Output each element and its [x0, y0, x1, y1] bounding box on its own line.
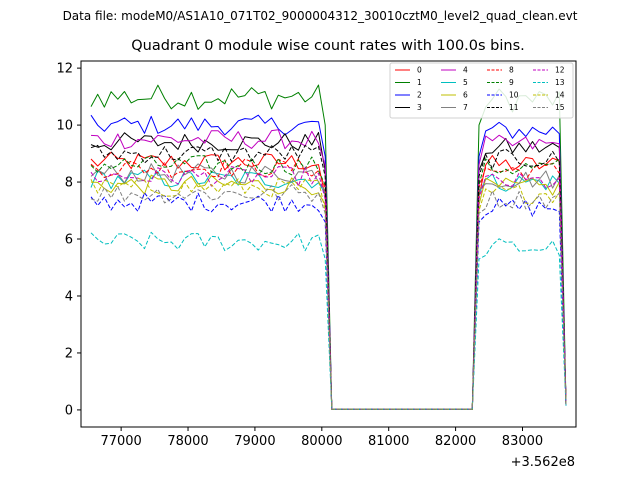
x-tick-label: 80000: [301, 434, 342, 449]
x-tick-label: 82000: [435, 434, 476, 449]
plot-area: [80, 60, 577, 428]
legend-label: 8: [509, 66, 514, 75]
x-tick-label: 83000: [502, 434, 543, 449]
series-group: [90, 84, 567, 410]
x-tick-label: 78000: [167, 434, 208, 449]
legend-label: 1: [417, 78, 422, 87]
chart-title: Quadrant 0 module wise count rates with …: [131, 38, 525, 54]
legend-label: 10: [509, 91, 519, 100]
x-axis: 77000 78000 79000 80000 81000 82000 83000: [100, 427, 543, 449]
legend-label: 3: [417, 103, 422, 112]
y-tick-label: 4: [65, 289, 73, 304]
suptitle: Data file: modeM0/AS1A10_071T02_90000043…: [63, 9, 578, 23]
legend-label: 7: [463, 103, 468, 112]
legend-label: 11: [509, 103, 519, 112]
legend-label: 4: [463, 66, 468, 75]
x-tick-label: 79000: [234, 434, 275, 449]
x-axis-offset: +3.562e8: [511, 455, 575, 470]
legend-label: 14: [555, 91, 565, 100]
series-line-13: [90, 231, 567, 410]
y-tick-label: 0: [65, 403, 73, 418]
legend-label: 15: [555, 103, 565, 112]
y-tick-label: 6: [65, 233, 73, 248]
legend-box: [389, 62, 574, 119]
series-line-15: [90, 184, 567, 410]
y-tick-label: 8: [65, 176, 73, 191]
x-tick-label: 81000: [368, 434, 409, 449]
y-tick-label: 12: [56, 62, 73, 77]
legend-label: 5: [463, 78, 468, 87]
y-tick-label: 10: [56, 119, 73, 134]
legend-label: 2: [417, 91, 422, 100]
legend-label: 9: [509, 78, 514, 87]
series-line-14: [90, 177, 567, 410]
legend-label: 0: [417, 66, 422, 75]
plot-frame: [80, 60, 577, 428]
y-tick-label: 2: [65, 346, 73, 361]
y-axis: 0 2 4 6 8 10 12: [56, 62, 81, 418]
legend-label: 12: [555, 66, 565, 75]
legend-label: 6: [463, 91, 468, 100]
x-tick-label: 77000: [100, 434, 141, 449]
legend-label: 13: [555, 78, 565, 87]
